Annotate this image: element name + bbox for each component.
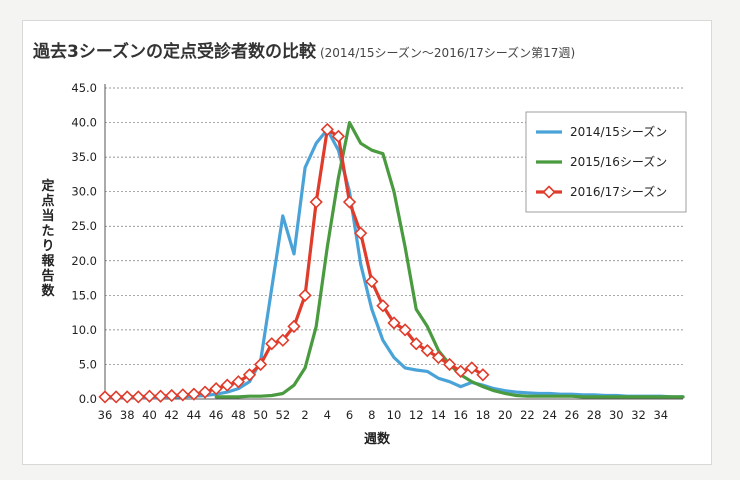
- legend-marker: [542, 185, 556, 199]
- x-tick-label: 2: [301, 408, 308, 422]
- data-point-marker: [231, 375, 246, 389]
- data-point-marker: [387, 316, 401, 330]
- x-tick-label: 38: [120, 408, 135, 422]
- data-point-marker: [365, 274, 379, 289]
- data-point-marker: [320, 122, 334, 137]
- y-tick-label: 35.0: [71, 150, 97, 164]
- data-point-marker: [431, 350, 446, 365]
- data-point-marker: [98, 390, 112, 404]
- data-point-marker: [131, 390, 145, 404]
- data-point-marker: [342, 195, 357, 209]
- legend-label: 2015/16シーズン: [570, 154, 667, 169]
- y-tick-label: 45.0: [71, 81, 97, 95]
- data-point-marker: [176, 388, 190, 402]
- x-tick-label: 16: [453, 408, 468, 422]
- data-point-marker: [354, 226, 368, 240]
- x-tick-label: 4: [324, 408, 331, 422]
- chart-subtitle: (2014/15シーズン〜2016/17シーズン第17週): [319, 46, 576, 60]
- data-point-marker: [153, 389, 168, 403]
- data-point-marker: [120, 390, 134, 404]
- data-point-marker: [465, 361, 479, 375]
- data-point-marker: [476, 368, 490, 382]
- y-tick-label: 10.0: [71, 323, 97, 337]
- data-point-marker: [209, 382, 223, 396]
- x-tick-label: 30: [609, 408, 624, 422]
- data-point-marker: [409, 337, 423, 351]
- y-tick-label: 0.0: [79, 392, 97, 406]
- data-point-marker: [109, 390, 123, 404]
- x-tick-label: 52: [276, 408, 291, 422]
- data-point-marker: [265, 337, 279, 351]
- data-point-marker: [276, 333, 290, 347]
- x-tick-label: 42: [164, 408, 179, 422]
- y-tick-label: 30.0: [71, 185, 97, 199]
- x-tick-label: 18: [476, 408, 491, 422]
- data-point-marker: [165, 388, 179, 403]
- data-point-marker: [198, 385, 212, 399]
- data-point-marker: [442, 357, 457, 372]
- data-point-marker: [253, 357, 268, 372]
- data-point-marker: [242, 368, 257, 382]
- x-tick-label: 34: [653, 408, 668, 422]
- x-tick-label: 48: [231, 408, 246, 422]
- y-tick-label: 15.0: [71, 288, 97, 302]
- x-tick-label: 40: [142, 408, 157, 422]
- data-point-marker: [142, 389, 157, 403]
- chart-title-row: 過去3シーズンの定点受診者数の比較 (2014/15シーズン〜2016/17シーズ…: [33, 37, 575, 62]
- x-tick-label: 8: [368, 408, 375, 422]
- data-point-marker: [298, 288, 312, 302]
- x-tick-label: 24: [542, 408, 557, 422]
- data-point-marker: [331, 129, 346, 144]
- series-line-3: [103, 127, 485, 399]
- data-point-marker: [420, 343, 434, 358]
- x-tick-label: 32: [631, 408, 646, 422]
- x-tick-label: 46: [209, 408, 224, 422]
- data-point-marker: [287, 319, 301, 334]
- data-point-marker: [398, 323, 412, 337]
- chart-card: 過去3シーズンの定点受診者数の比較 (2014/15シーズン〜2016/17シーズ…: [22, 20, 712, 465]
- data-point-marker: [309, 195, 323, 209]
- data-point-marker: [376, 299, 390, 313]
- chart-title: 過去3シーズンの定点受診者数の比較: [33, 42, 316, 62]
- x-axis-label: 週数: [364, 431, 391, 447]
- x-tick-label: 28: [587, 408, 602, 422]
- x-tick-label: 20: [498, 408, 513, 422]
- y-tick-label: 40.0: [71, 116, 97, 130]
- series-line-1: [103, 127, 685, 400]
- x-tick-label: 44: [187, 408, 202, 422]
- y-tick-label: 25.0: [71, 219, 97, 233]
- x-tick-label: 50: [253, 408, 268, 422]
- x-tick-label: 12: [409, 408, 424, 422]
- y-tick-label: 5.0: [79, 357, 97, 371]
- x-tick-label: 6: [346, 408, 353, 422]
- data-point-marker: [220, 378, 234, 392]
- x-tick-label: 22: [520, 408, 535, 422]
- legend-label: 2016/17シーズン: [570, 184, 667, 199]
- data-point-marker: [187, 387, 201, 401]
- legend-label: 2014/15シーズン: [570, 124, 667, 139]
- x-tick-label: 10: [387, 408, 402, 422]
- x-tick-label: 14: [431, 408, 446, 422]
- x-tick-label: 36: [98, 408, 113, 422]
- y-tick-label: 20.0: [71, 254, 97, 268]
- data-point-marker: [454, 364, 468, 378]
- y-axis-label: 定点当たり報告数: [40, 178, 55, 299]
- x-tick-label: 26: [565, 408, 580, 422]
